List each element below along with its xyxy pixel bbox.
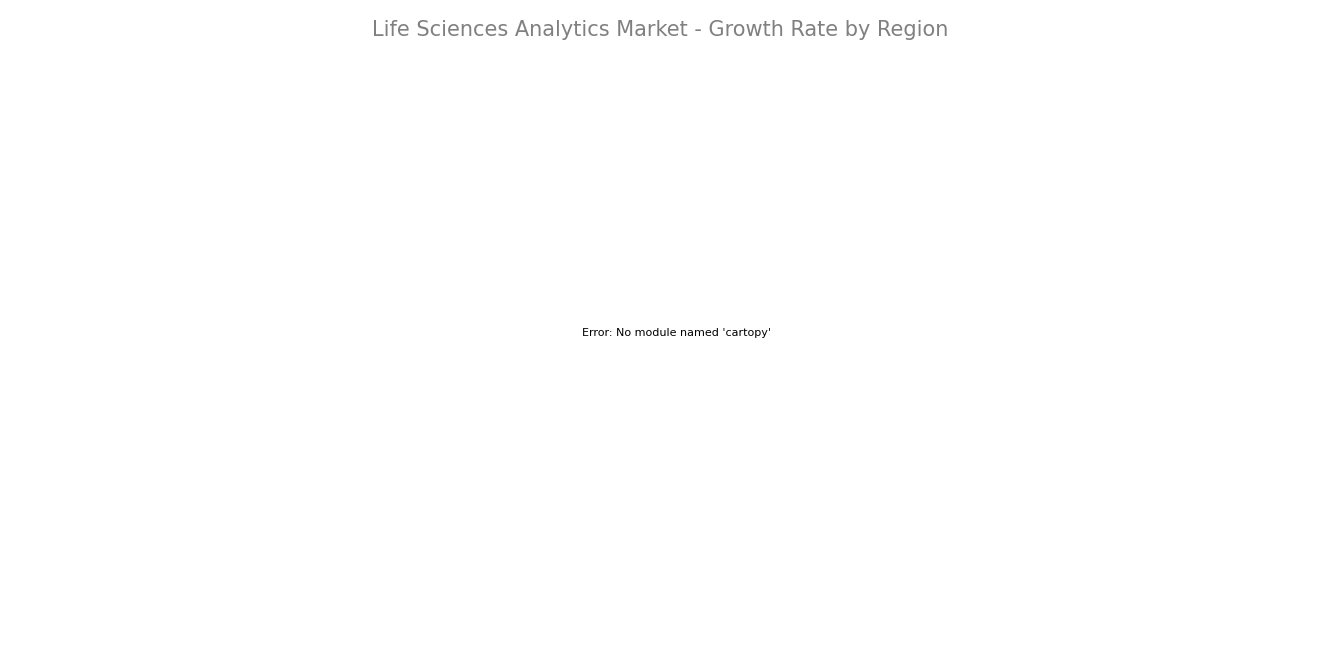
Text: Error: No module named 'cartopy': Error: No module named 'cartopy' — [582, 328, 771, 338]
Text: Life Sciences Analytics Market - Growth Rate by Region: Life Sciences Analytics Market - Growth … — [372, 20, 948, 40]
